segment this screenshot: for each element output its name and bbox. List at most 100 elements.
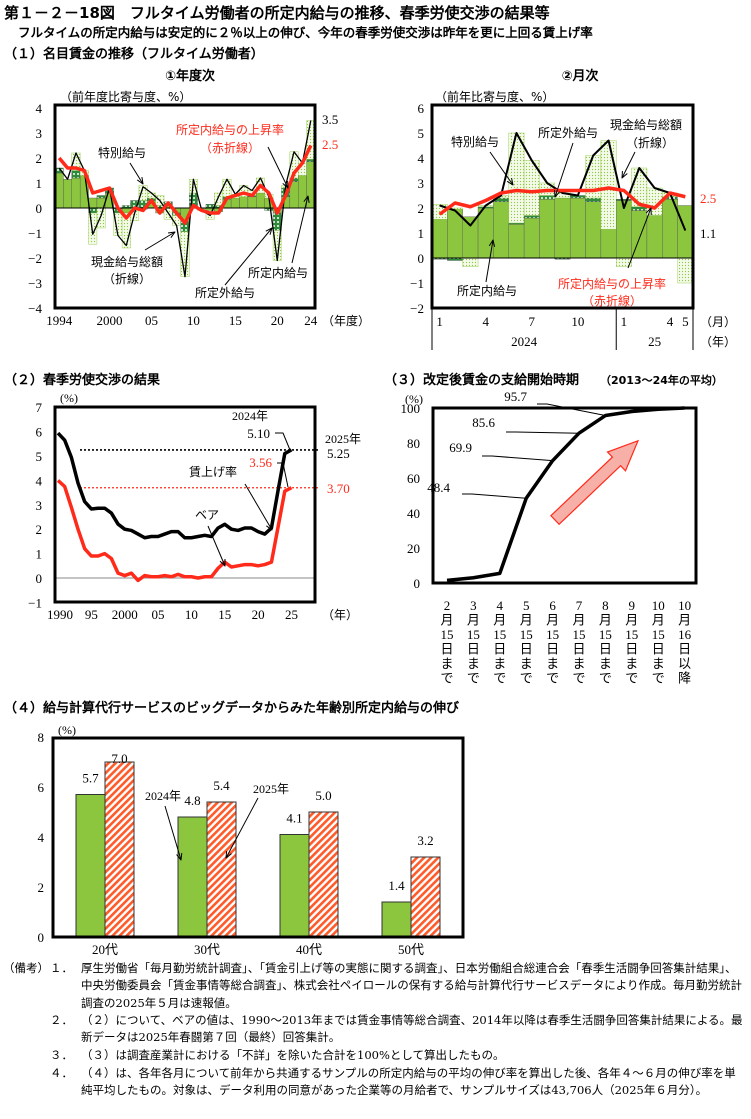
x-tick-label-char: 月 <box>652 613 665 628</box>
legend-arrow-head <box>225 850 232 859</box>
bar-2024 <box>381 901 412 938</box>
y-tick-label: 1 <box>36 547 43 562</box>
annotation-total-sub: （折線） <box>103 271 151 286</box>
x-tick-label-char: 日 <box>520 642 533 657</box>
x-tick-label-char: 5 <box>523 598 530 613</box>
x-tick-label-char: 9 <box>629 598 636 613</box>
bar-overtime <box>539 195 556 200</box>
end-label-total: 3.5 <box>322 112 338 127</box>
label-2024-base-up: 3.56 <box>249 455 272 470</box>
bar-scheduled <box>569 197 586 259</box>
y-tick-label: −4 <box>28 301 42 316</box>
bar-2025 <box>410 856 441 938</box>
note-number: ２． <box>50 1013 73 1027</box>
bar-special <box>600 140 617 230</box>
legend-arrow <box>225 797 259 859</box>
y-tick-label: 4 <box>36 101 43 116</box>
y-tick-label: 3 <box>36 126 43 141</box>
bar-special <box>677 257 694 284</box>
x-tick-label-char: 15 <box>441 627 454 642</box>
x-tick-label: 30代 <box>194 942 220 957</box>
notes-label: （備考） <box>3 961 49 975</box>
y-tick-label: 4 <box>36 473 43 488</box>
x-tick-label-char: で <box>546 671 559 686</box>
x-tick-label-char: で <box>440 671 453 686</box>
bar-scheduled <box>554 197 571 259</box>
note-item: ３． （３）は調査産業計における「不詳」を除いた合計を100%として算出したもの。 <box>50 1047 745 1064</box>
annotation-special: 特別給与 <box>98 145 146 160</box>
y-tick-label: 1 <box>418 226 425 241</box>
x-tick-label-char: 10 <box>678 598 691 613</box>
data-label: 69.9 <box>449 440 472 455</box>
y-tick-label: 7 <box>36 400 43 415</box>
subchart-title-monthly: ②月次 <box>561 68 598 84</box>
annotation-total: 現金給与総額 <box>610 117 682 132</box>
x-tick-label-char: 日 <box>572 642 585 657</box>
note-number: ３． <box>50 1048 73 1062</box>
figure-title: 第１－２－18図 フルタイム労働者の所定内給与の推移、春季労使交渉の結果等 <box>4 4 550 22</box>
legend-label-2025: 2025年 <box>253 782 289 796</box>
annotation-red-rate-sub: （赤折線） <box>200 140 260 155</box>
annotation-base-up: ベア <box>195 508 219 522</box>
y-tick-label: 40 <box>407 506 420 521</box>
bar-scheduled <box>523 217 540 259</box>
x-tick-label-char: で <box>572 671 585 686</box>
section3-title: （３）改定後賃金の支給開始時期 <box>384 372 579 388</box>
data-label-2025: 5.4 <box>213 778 230 793</box>
x-tick-label-char: 月 <box>493 613 506 628</box>
bar-special <box>462 257 479 267</box>
annotation-overtime: 所定外給与 <box>195 285 255 300</box>
x-tick-label-char: ま <box>599 656 612 671</box>
leader-line <box>275 432 291 451</box>
bar-overtime <box>96 195 106 199</box>
data-label-2024: 1.4 <box>388 878 405 893</box>
annotation-arrow <box>621 151 636 179</box>
annotation-total-sub: （折線） <box>626 135 674 150</box>
y-tick-label: −3 <box>28 276 42 291</box>
bar-scheduled <box>88 197 98 209</box>
bar-scheduled <box>247 196 257 209</box>
line-base-up <box>56 479 293 583</box>
bar-scheduled <box>616 200 632 259</box>
x-tick-label-month: 4 <box>482 314 489 329</box>
plot-frame <box>53 103 317 310</box>
x-tick-label: 40代 <box>296 942 322 957</box>
x-tick-label: 95 <box>85 607 98 622</box>
x-tick-label: 20 <box>252 607 265 622</box>
annotation-arrow-head <box>621 170 628 179</box>
section1-title: （１）名目賃金の推移（フルタイム労働者） <box>4 47 264 62</box>
x-tick-label-char: 日 <box>493 642 506 657</box>
x-tick-label-char: 15 <box>520 627 533 642</box>
bar-scheduled <box>71 177 81 209</box>
label-2025-base-up: 3.70 <box>327 481 350 496</box>
x-tick-label-char: 月 <box>546 613 559 628</box>
x-tick-label: 24 <box>304 313 318 328</box>
leader-line <box>482 455 553 462</box>
x-tick-label-char: 日 <box>652 642 665 657</box>
end-label-total: 1.1 <box>700 226 716 241</box>
y-tick-label: −2 <box>410 301 424 316</box>
y-tick-label: 80 <box>407 436 420 451</box>
x-tick-label: 1994 <box>46 313 73 328</box>
bar-overtime <box>272 212 282 231</box>
y-tick-label: 5 <box>36 449 43 464</box>
x-tick-label-char: 3 <box>470 598 477 613</box>
x-tick-label-char: 月 <box>572 613 585 628</box>
bar-scheduled <box>585 201 602 259</box>
data-label-2025: 5.0 <box>315 788 331 803</box>
x-tick-label-char: 8 <box>602 598 609 613</box>
line-total-cash-earnings <box>439 132 687 231</box>
x-tick-label: 10 <box>187 313 200 328</box>
x-tick-label-char: で <box>520 671 533 686</box>
x-tick-label-char: 日 <box>440 642 453 657</box>
bar-scheduled <box>462 216 479 259</box>
x-axis-label: （年度） <box>322 313 370 328</box>
y-axis-label: （前年度比寄与度、%） <box>60 89 191 104</box>
y-tick-label: 4 <box>38 830 45 845</box>
bar-2025 <box>206 801 237 938</box>
bar-special <box>96 207 106 229</box>
annotation-arrow-head <box>645 207 652 216</box>
line-wage-increase-rate <box>56 431 293 540</box>
x-tick-label-char: ま <box>625 656 638 671</box>
annotation-2024: 2024年 <box>232 409 268 423</box>
